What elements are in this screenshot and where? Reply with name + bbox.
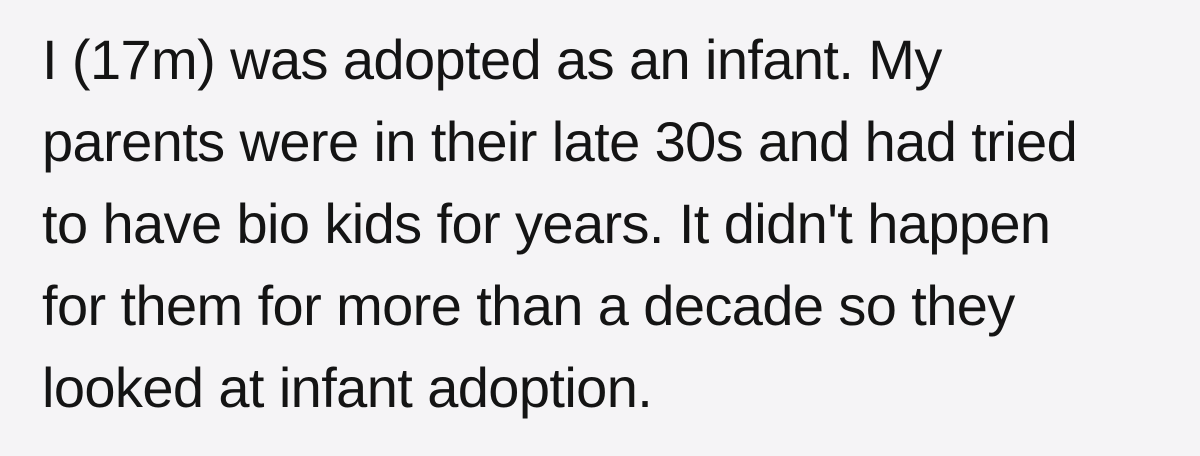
post-text-line-4: for them for more than a decade so they [42, 274, 1015, 337]
post-text-line-3: to have bio kids for years. It didn't ha… [42, 192, 1051, 255]
post-text-line-5: looked at infant adoption. [42, 356, 653, 419]
post-text-line-2: parents were in their late 30s and had t… [42, 110, 1078, 173]
post-text-line-1: I (17m) was adopted as an infant. My [42, 28, 942, 91]
post-text-paragraph: I (17m) was adopted as an infant. My par… [42, 28, 1078, 419]
